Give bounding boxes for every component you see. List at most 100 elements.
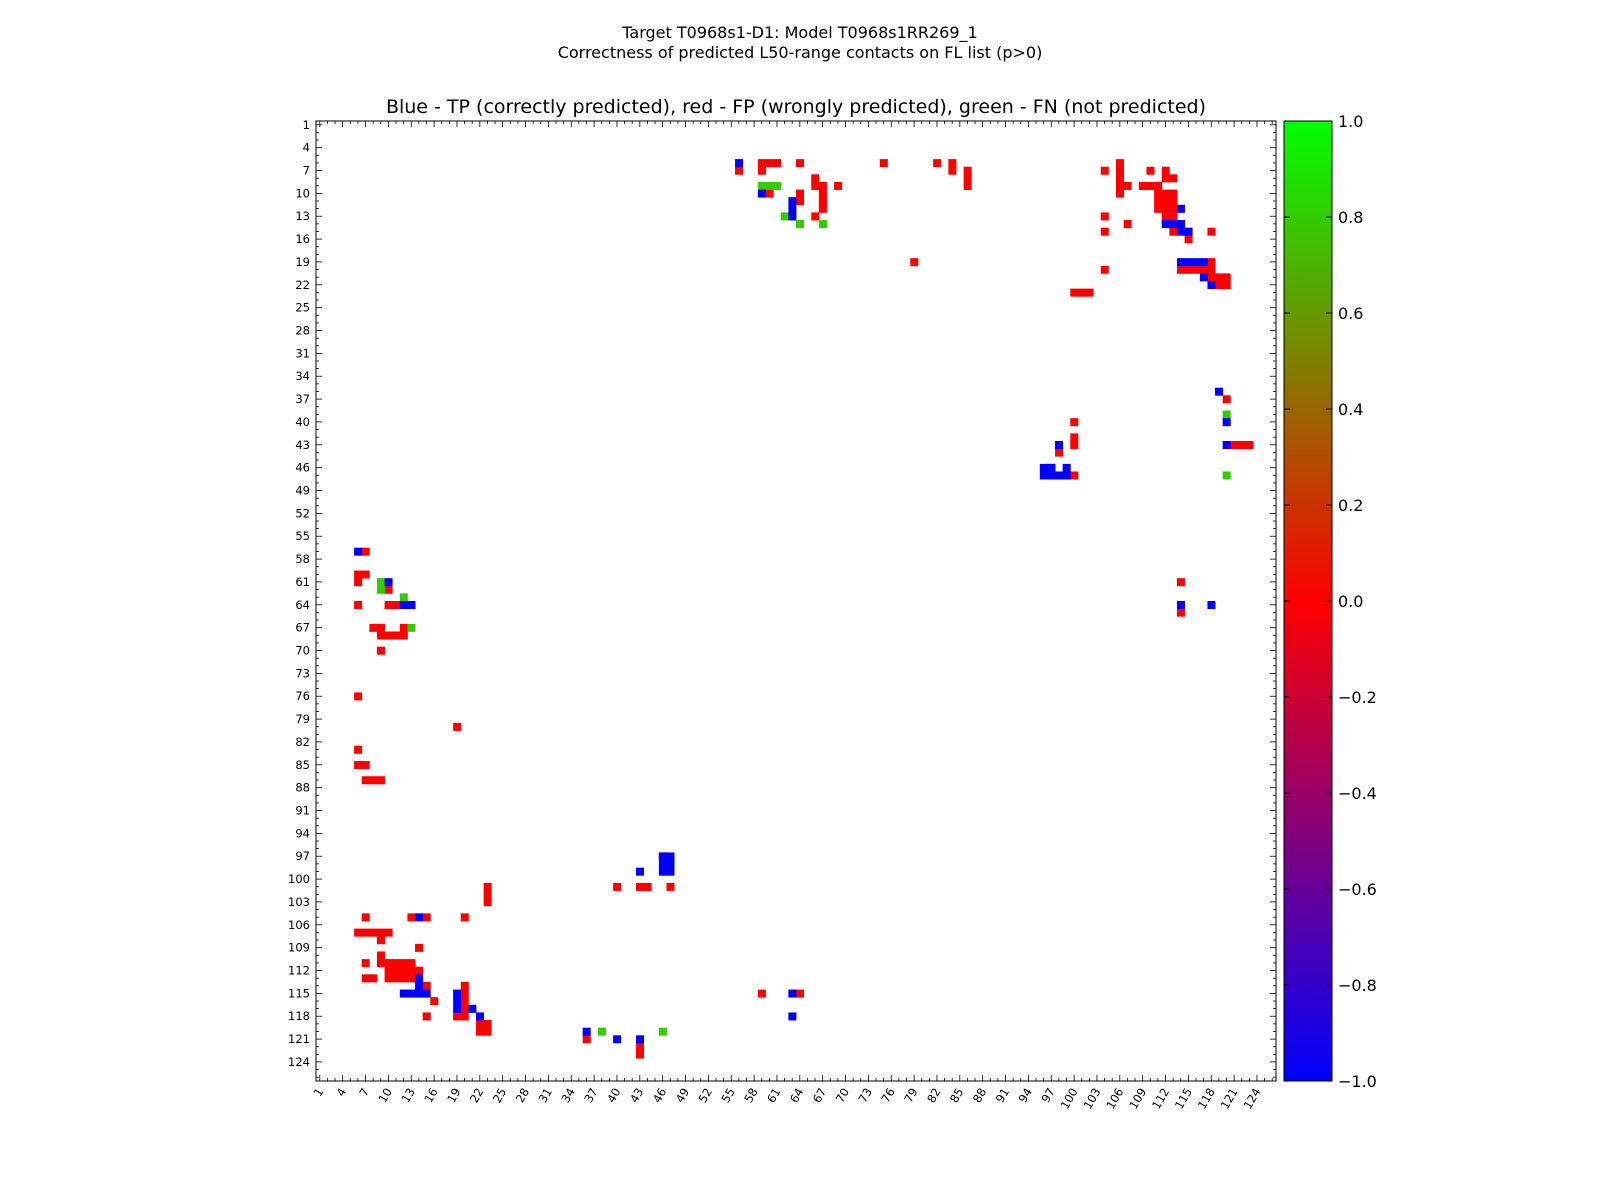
contact-cell-tp <box>1184 258 1193 267</box>
contact-cell-fp <box>1077 288 1086 297</box>
contact-cell-fp <box>460 981 469 990</box>
contact-cell-tp <box>658 860 667 869</box>
contact-cell-tp <box>1055 471 1064 480</box>
contact-cell-tp <box>1199 273 1208 282</box>
contact-cell-tp <box>1207 601 1216 610</box>
contact-cell-fp <box>399 623 408 632</box>
x-tick-label: 19 <box>444 1086 463 1106</box>
x-tick-label: 67 <box>810 1086 829 1106</box>
x-tick-label: 28 <box>513 1086 532 1106</box>
x-tick-label: 40 <box>604 1086 623 1106</box>
contact-cell-fp <box>636 1050 645 1059</box>
contact-cell-fp <box>1176 578 1185 587</box>
contact-cell-fp <box>1116 181 1125 190</box>
contact-cell-fp <box>757 159 766 168</box>
contact-cell-fp <box>811 212 820 221</box>
y-tick-label: 7 <box>303 164 310 178</box>
contact-cell-fn <box>796 220 805 229</box>
contact-cell-fp <box>796 197 805 206</box>
contact-cell-fp <box>407 966 416 975</box>
x-tick-label: 73 <box>856 1086 875 1106</box>
contact-cell-fp <box>1215 273 1224 282</box>
y-tick-label: 49 <box>295 484 310 498</box>
x-tick-label: 52 <box>696 1086 715 1106</box>
contact-cell-tp <box>658 852 667 861</box>
contact-cell-tp <box>453 997 462 1006</box>
colorbar-tick-label: −0.2 <box>1338 688 1377 707</box>
contact-cell-fp <box>415 943 424 952</box>
contact-cell-tp <box>1215 387 1224 396</box>
x-tick-label: 109 <box>1126 1086 1149 1112</box>
contact-cell-fp <box>1222 273 1231 282</box>
contact-cell-fp <box>1116 174 1125 183</box>
contact-cell-tp <box>666 860 675 869</box>
contact-cell-tp <box>453 1004 462 1013</box>
colorbar-tick-label: −1.0 <box>1338 1072 1377 1091</box>
y-tick-label: 61 <box>295 575 310 589</box>
x-tick-labels: 1 4 7 10 13 16 19 22 25 28 31 34 37 40 43 46 49 52 55 58 61 6… <box>311 1086 1264 1112</box>
contact-cell-tp <box>788 212 797 221</box>
contact-cell-fp <box>765 189 774 198</box>
contact-cell-fp <box>384 959 393 968</box>
contact-cell-fp <box>376 959 385 968</box>
contact-cell-fp <box>369 928 378 937</box>
y-tick-label: 121 <box>288 1032 310 1046</box>
x-tick-label: 37 <box>581 1086 600 1106</box>
y-tick-label: 124 <box>288 1055 310 1069</box>
contact-cell-fp <box>1161 189 1170 198</box>
colorbar-tick-label: −0.4 <box>1338 784 1377 803</box>
y-tick-label: 25 <box>295 301 310 315</box>
y-tick-label: 34 <box>295 369 310 383</box>
contact-cell-fp <box>1161 166 1170 175</box>
contact-cell-fp <box>354 601 363 610</box>
contact-cell-tp <box>1222 418 1231 427</box>
colorbar-tick-label: 0.8 <box>1338 208 1363 227</box>
x-tick-label: 106 <box>1103 1086 1126 1112</box>
contact-cell-tp <box>415 989 424 998</box>
contact-cell-fp <box>407 959 416 968</box>
contact-cell-fp <box>422 981 431 990</box>
contact-cell-tp <box>1176 220 1185 229</box>
contact-cell-fp <box>1215 281 1224 290</box>
y-tick-label: 70 <box>295 644 310 658</box>
contact-cell-fp <box>1199 265 1208 274</box>
contact-cell-fp <box>1100 265 1109 274</box>
y-tick-label: 103 <box>288 895 310 909</box>
contact-cell-tp <box>407 601 416 610</box>
y-tick-label: 88 <box>295 781 310 795</box>
contact-cell-fn <box>1222 471 1231 480</box>
contact-cell-fp <box>376 776 385 785</box>
y-tick-label: 79 <box>295 712 310 726</box>
contact-cell-fp <box>1100 166 1109 175</box>
x-tick-label: 97 <box>1038 1086 1057 1106</box>
contact-cell-fp <box>422 913 431 922</box>
y-tick-label: 43 <box>295 438 310 452</box>
contact-cell-fp <box>933 159 942 168</box>
contact-cell-fp <box>361 776 370 785</box>
x-tick-label: 79 <box>901 1086 920 1106</box>
contact-cell-fp <box>1161 212 1170 221</box>
y-tick-label: 40 <box>295 415 310 429</box>
contact-cells <box>354 159 1254 1059</box>
contact-cell-fp <box>636 882 645 891</box>
contact-cell-fp <box>415 966 424 975</box>
contact-cell-fp <box>483 890 492 899</box>
contact-cell-fp <box>796 159 805 168</box>
contact-cell-fp <box>369 623 378 632</box>
contact-cell-fp <box>643 882 652 891</box>
y-tick-label: 46 <box>295 461 310 475</box>
contact-cell-fn <box>376 585 385 594</box>
contact-cell-fp <box>1154 189 1163 198</box>
colorbar-tick-label: −0.6 <box>1338 880 1377 899</box>
contact-cell-fp <box>1169 174 1178 183</box>
x-tick-label: 58 <box>741 1086 760 1106</box>
contact-cell-fp <box>879 159 888 168</box>
colorbar <box>1283 120 1333 1082</box>
y-tick-label: 91 <box>295 804 310 818</box>
contact-cell-tp <box>1192 258 1201 267</box>
x-tick-label: 16 <box>421 1086 440 1106</box>
plot-frame <box>315 120 1277 1082</box>
contact-cell-fp <box>422 1012 431 1021</box>
y-tick-label: 19 <box>295 255 310 269</box>
contact-cell-tp <box>407 989 416 998</box>
